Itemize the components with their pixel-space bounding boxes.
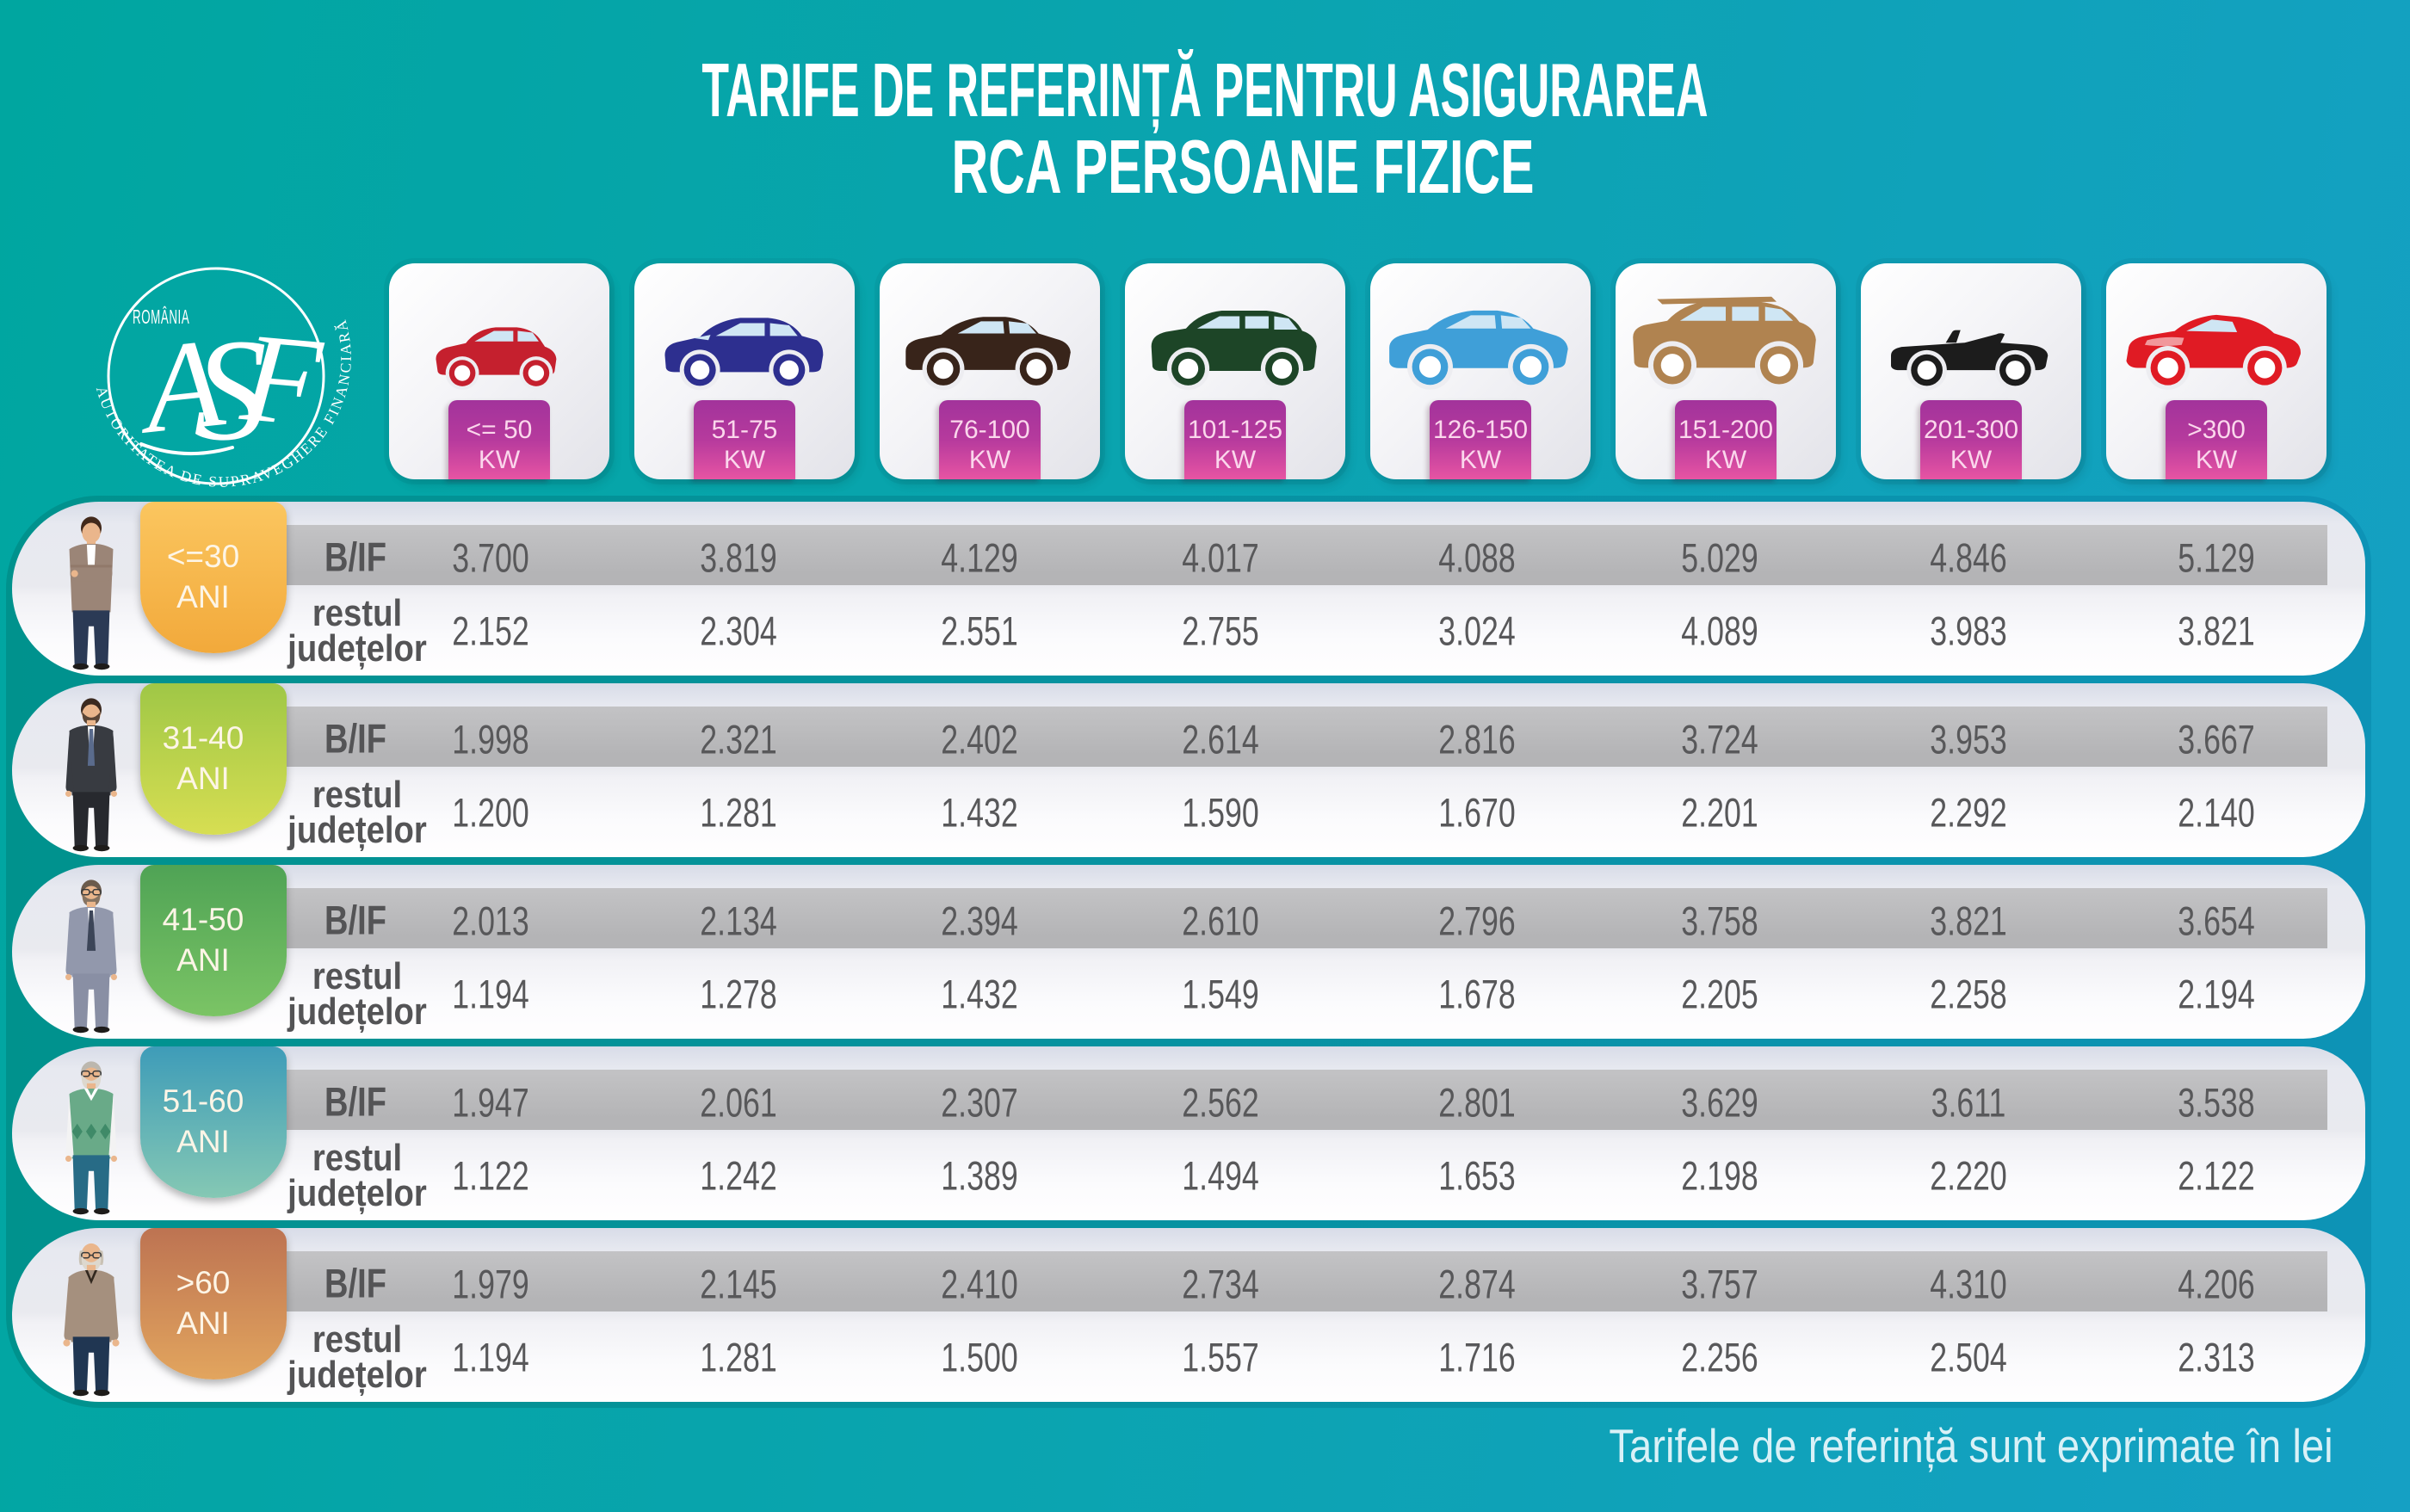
svg-text:S: S	[194, 309, 267, 471]
svg-text:ROMÂNIA: ROMÂNIA	[133, 305, 189, 328]
svg-text:F: F	[236, 306, 328, 454]
